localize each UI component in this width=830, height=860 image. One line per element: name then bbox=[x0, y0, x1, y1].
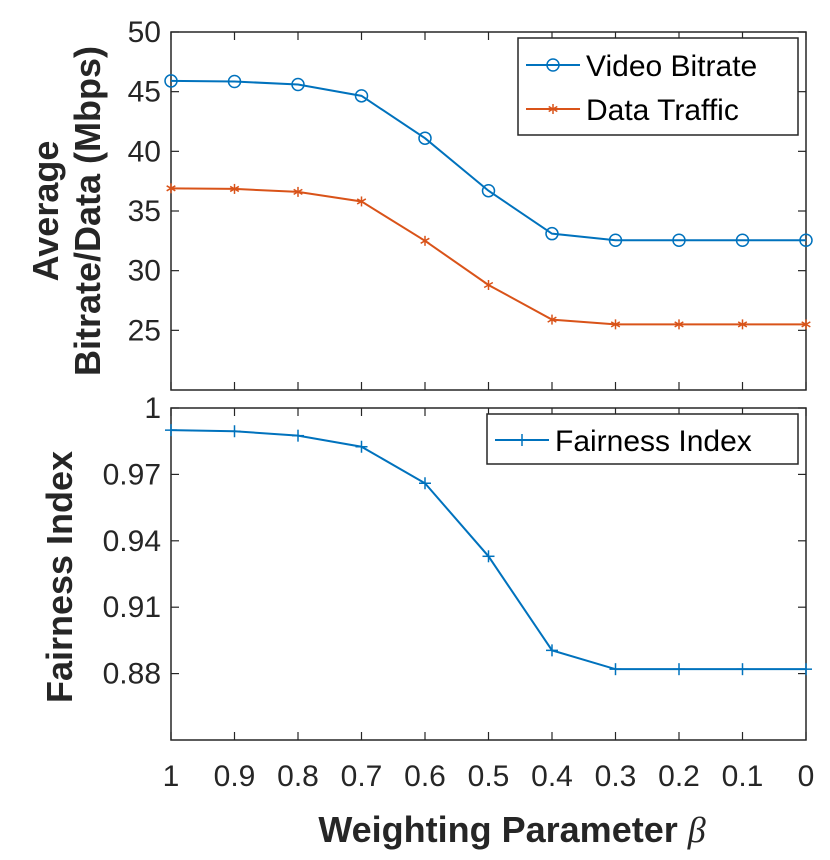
top-plot: 25 30 35 40 45 50 Average Bitrate/Data (Mbps)… bbox=[25, 16, 813, 391]
x-tick-label: 0.7 bbox=[341, 760, 383, 793]
data-point bbox=[419, 477, 431, 490]
data-point bbox=[166, 183, 176, 194]
legend-plus-marker bbox=[516, 434, 528, 446]
y-tick-label: 50 bbox=[128, 16, 161, 49]
y-tick-label: 35 bbox=[128, 195, 161, 228]
data-point bbox=[737, 319, 748, 330]
y-tick-label: 0.91 bbox=[103, 591, 161, 624]
data-point bbox=[545, 226, 559, 241]
x-tick-label: 0.6 bbox=[404, 760, 446, 793]
x-tick-label: 0.8 bbox=[277, 760, 319, 793]
data-point bbox=[547, 314, 557, 325]
legend-data-traffic-label: Data Traffic bbox=[586, 94, 739, 127]
legend-asterisk-marker bbox=[548, 104, 558, 114]
legend-data-traffic: Data Traffic bbox=[526, 94, 739, 127]
y-tick-label: 25 bbox=[128, 314, 161, 347]
bottom-plot: 1 0.9 0.8 0.7 0.6 0.5 0.4 0.3 0.2 0.1 0 0.88 0.91 0.9… bbox=[39, 392, 814, 850]
data-point bbox=[674, 319, 684, 330]
bottom-y-axis-label: Fairness Index bbox=[39, 451, 80, 703]
y-tick-label: 0.97 bbox=[103, 458, 161, 491]
top-y-axis-label-line1: Average bbox=[25, 141, 66, 282]
top-series bbox=[164, 74, 813, 330]
y-tick-label: 45 bbox=[128, 76, 161, 109]
legend-video-bitrate: Video Bitrate bbox=[526, 50, 757, 83]
x-tick-label: 0.5 bbox=[468, 760, 510, 793]
data-point bbox=[608, 233, 623, 247]
data-point bbox=[672, 233, 686, 247]
data-point bbox=[481, 183, 496, 198]
data-point bbox=[165, 424, 177, 437]
data-point bbox=[609, 663, 622, 676]
y-tick-label: 0.94 bbox=[103, 525, 161, 558]
series-video-bitrate bbox=[164, 74, 813, 247]
x-axis-label-text: Weighting Parameter bbox=[318, 809, 677, 850]
series-line-video-bitrate bbox=[170, 79, 806, 242]
x-tick-label: 1 bbox=[163, 760, 180, 793]
y-tick-label: 30 bbox=[128, 255, 161, 288]
data-point bbox=[227, 74, 242, 89]
top-legend: Video Bitrate Data Traffic bbox=[517, 37, 799, 136]
x-tick-label: 0.2 bbox=[658, 760, 700, 793]
y-tick-label: 40 bbox=[128, 135, 161, 168]
data-point bbox=[293, 186, 303, 197]
top-ticks: 25 30 35 40 45 50 bbox=[128, 16, 807, 390]
bottom-ticks: 1 0.9 0.8 0.7 0.6 0.5 0.4 0.3 0.2 0.1 0 0.88 0.91 0.9… bbox=[103, 392, 815, 793]
data-point bbox=[291, 77, 305, 92]
data-point bbox=[354, 89, 369, 103]
data-point bbox=[610, 319, 621, 330]
data-point bbox=[228, 425, 241, 438]
beta-symbol: β bbox=[687, 810, 706, 850]
data-point bbox=[482, 550, 495, 563]
legend-fairness-index-label: Fairness Index bbox=[555, 425, 752, 458]
x-tick-label: 0.1 bbox=[722, 760, 764, 793]
data-point bbox=[673, 663, 685, 676]
data-point bbox=[801, 319, 811, 330]
data-point bbox=[164, 74, 178, 88]
x-tick-label: 0.4 bbox=[531, 760, 573, 793]
data-point bbox=[355, 440, 368, 453]
data-point bbox=[418, 131, 432, 145]
y-tick-label: 0.88 bbox=[103, 658, 161, 691]
data-point bbox=[356, 196, 367, 207]
data-point bbox=[799, 233, 813, 247]
data-point bbox=[420, 235, 430, 246]
series-fairness-index bbox=[165, 424, 812, 676]
top-y-axis-label-line2: Bitrate/Data (Mbps) bbox=[67, 46, 108, 376]
bottom-series bbox=[165, 424, 812, 676]
legend-circle-marker bbox=[546, 58, 560, 72]
x-axis-label: Weighting Parameter β bbox=[318, 809, 705, 850]
top-legend-box bbox=[517, 37, 799, 136]
x-tick-label: 0 bbox=[798, 760, 815, 793]
data-point bbox=[800, 663, 812, 676]
data-point bbox=[736, 663, 749, 676]
legend-video-bitrate-label: Video Bitrate bbox=[586, 50, 757, 83]
y-tick-label: 1 bbox=[144, 392, 161, 425]
data-point bbox=[229, 183, 240, 194]
x-tick-label: 0.3 bbox=[595, 760, 637, 793]
x-tick-label: 0.9 bbox=[214, 760, 256, 793]
data-point bbox=[546, 644, 558, 657]
data-point bbox=[292, 429, 304, 442]
bottom-legend: Fairness Index bbox=[486, 413, 799, 465]
data-point bbox=[483, 279, 494, 290]
series-data-traffic bbox=[166, 183, 811, 330]
data-point bbox=[735, 233, 750, 247]
